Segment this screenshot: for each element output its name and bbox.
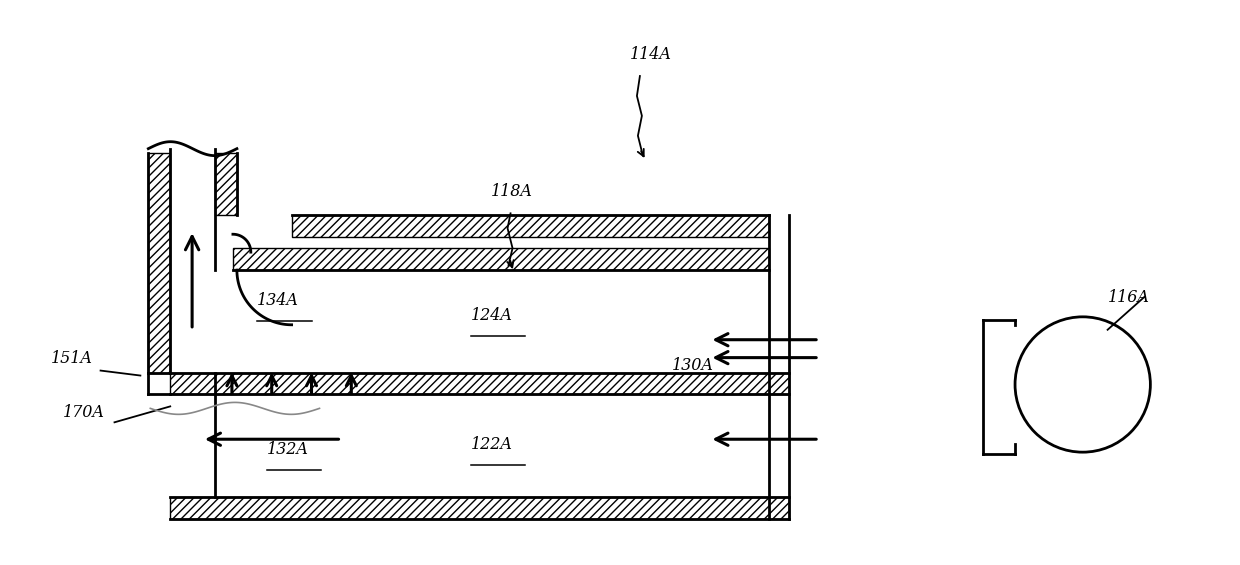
Bar: [233, 248, 769, 270]
Text: 130A: 130A: [672, 357, 713, 373]
Text: 114A: 114A: [630, 46, 672, 63]
Text: 170A: 170A: [63, 405, 104, 421]
Text: 118A: 118A: [491, 184, 532, 201]
Bar: [291, 215, 769, 237]
Text: 151A: 151A: [51, 350, 93, 367]
Text: 124A: 124A: [471, 307, 512, 324]
Bar: [215, 153, 237, 215]
Bar: [170, 372, 789, 394]
Text: 116A: 116A: [1107, 289, 1149, 306]
Text: 122A: 122A: [471, 436, 512, 453]
Text: 134A: 134A: [257, 292, 299, 309]
Text: 132A: 132A: [267, 441, 309, 458]
Bar: [170, 497, 789, 519]
Bar: [149, 153, 170, 372]
